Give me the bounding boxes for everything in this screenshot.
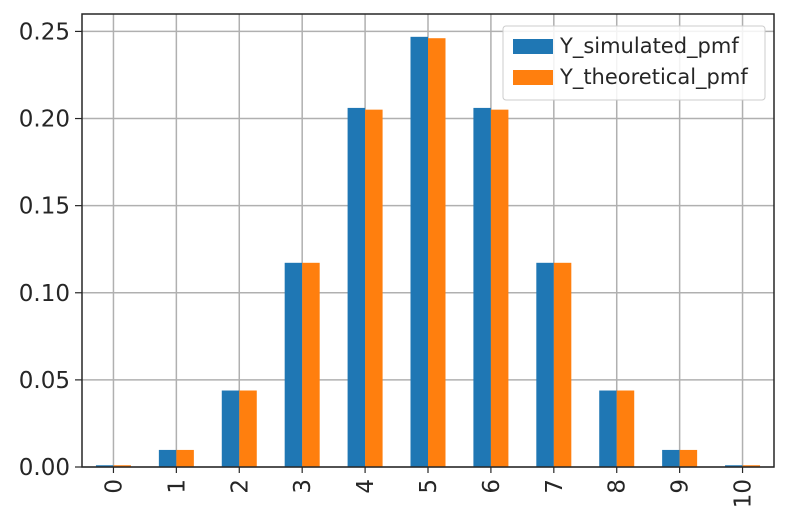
y-axis: 0.00 0.05 0.10 0.15 0.20 0.25 <box>19 19 82 481</box>
x-tick-label: 2 <box>227 479 253 494</box>
bar-simulated-4 <box>347 107 366 467</box>
bar-theoretical-5 <box>428 38 446 467</box>
x-tick-label: 8 <box>605 479 631 494</box>
y-tick-label: 0.00 <box>19 455 70 481</box>
x-tick-label: 4 <box>353 479 379 494</box>
x-tick-label: 1 <box>164 479 190 494</box>
y-tick-label: 0.05 <box>19 368 70 394</box>
bar-simulated-7 <box>536 262 554 467</box>
legend-label-simulated: Y_simulated_pmf <box>559 34 739 59</box>
bar-simulated-9 <box>662 449 680 467</box>
bar-theoretical-3 <box>302 262 320 467</box>
bar-simulated-5 <box>410 36 428 468</box>
bar-simulated-1 <box>158 449 177 467</box>
bar-theoretical-1 <box>176 449 194 467</box>
bar-theoretical-7 <box>553 262 572 467</box>
x-tick-label: 0 <box>101 479 127 494</box>
x-tick-label: 10 <box>731 479 757 508</box>
bar-simulated-3 <box>284 262 303 467</box>
legend-label-theoretical: Y_theoretical_pmf <box>559 65 748 90</box>
bar-theoretical-0 <box>113 465 131 467</box>
y-tick-label: 0.20 <box>19 107 70 133</box>
bar-theoretical-10 <box>742 465 761 467</box>
y-tick-label: 0.10 <box>19 281 70 307</box>
x-axis: 0 1 2 3 4 5 6 7 8 9 10 <box>101 467 757 508</box>
y-tick-label: 0.25 <box>19 19 70 45</box>
bar-simulated-0 <box>95 465 114 467</box>
x-tick-label: 9 <box>668 479 694 494</box>
bar-theoretical-4 <box>365 109 383 467</box>
bar-simulated-10 <box>725 465 743 467</box>
x-tick-label: 6 <box>479 479 505 494</box>
bar-simulated-8 <box>599 390 617 467</box>
bar-theoretical-6 <box>490 109 509 467</box>
bar-simulated-6 <box>473 107 491 467</box>
bar-theoretical-9 <box>679 449 698 467</box>
legend: Y_simulated_pmf Y_theoretical_pmf <box>502 25 766 101</box>
bars <box>95 36 761 468</box>
x-tick-label: 5 <box>416 479 442 494</box>
bar-simulated-2 <box>221 390 240 467</box>
bar-theoretical-2 <box>239 390 257 467</box>
y-tick-label: 0.15 <box>19 194 70 220</box>
legend-swatch-theoretical <box>513 70 553 85</box>
legend-box <box>502 25 766 101</box>
bar-theoretical-8 <box>616 390 635 467</box>
x-tick-label: 7 <box>542 479 568 494</box>
legend-swatch-simulated <box>513 39 553 54</box>
x-tick-label: 3 <box>290 479 316 494</box>
